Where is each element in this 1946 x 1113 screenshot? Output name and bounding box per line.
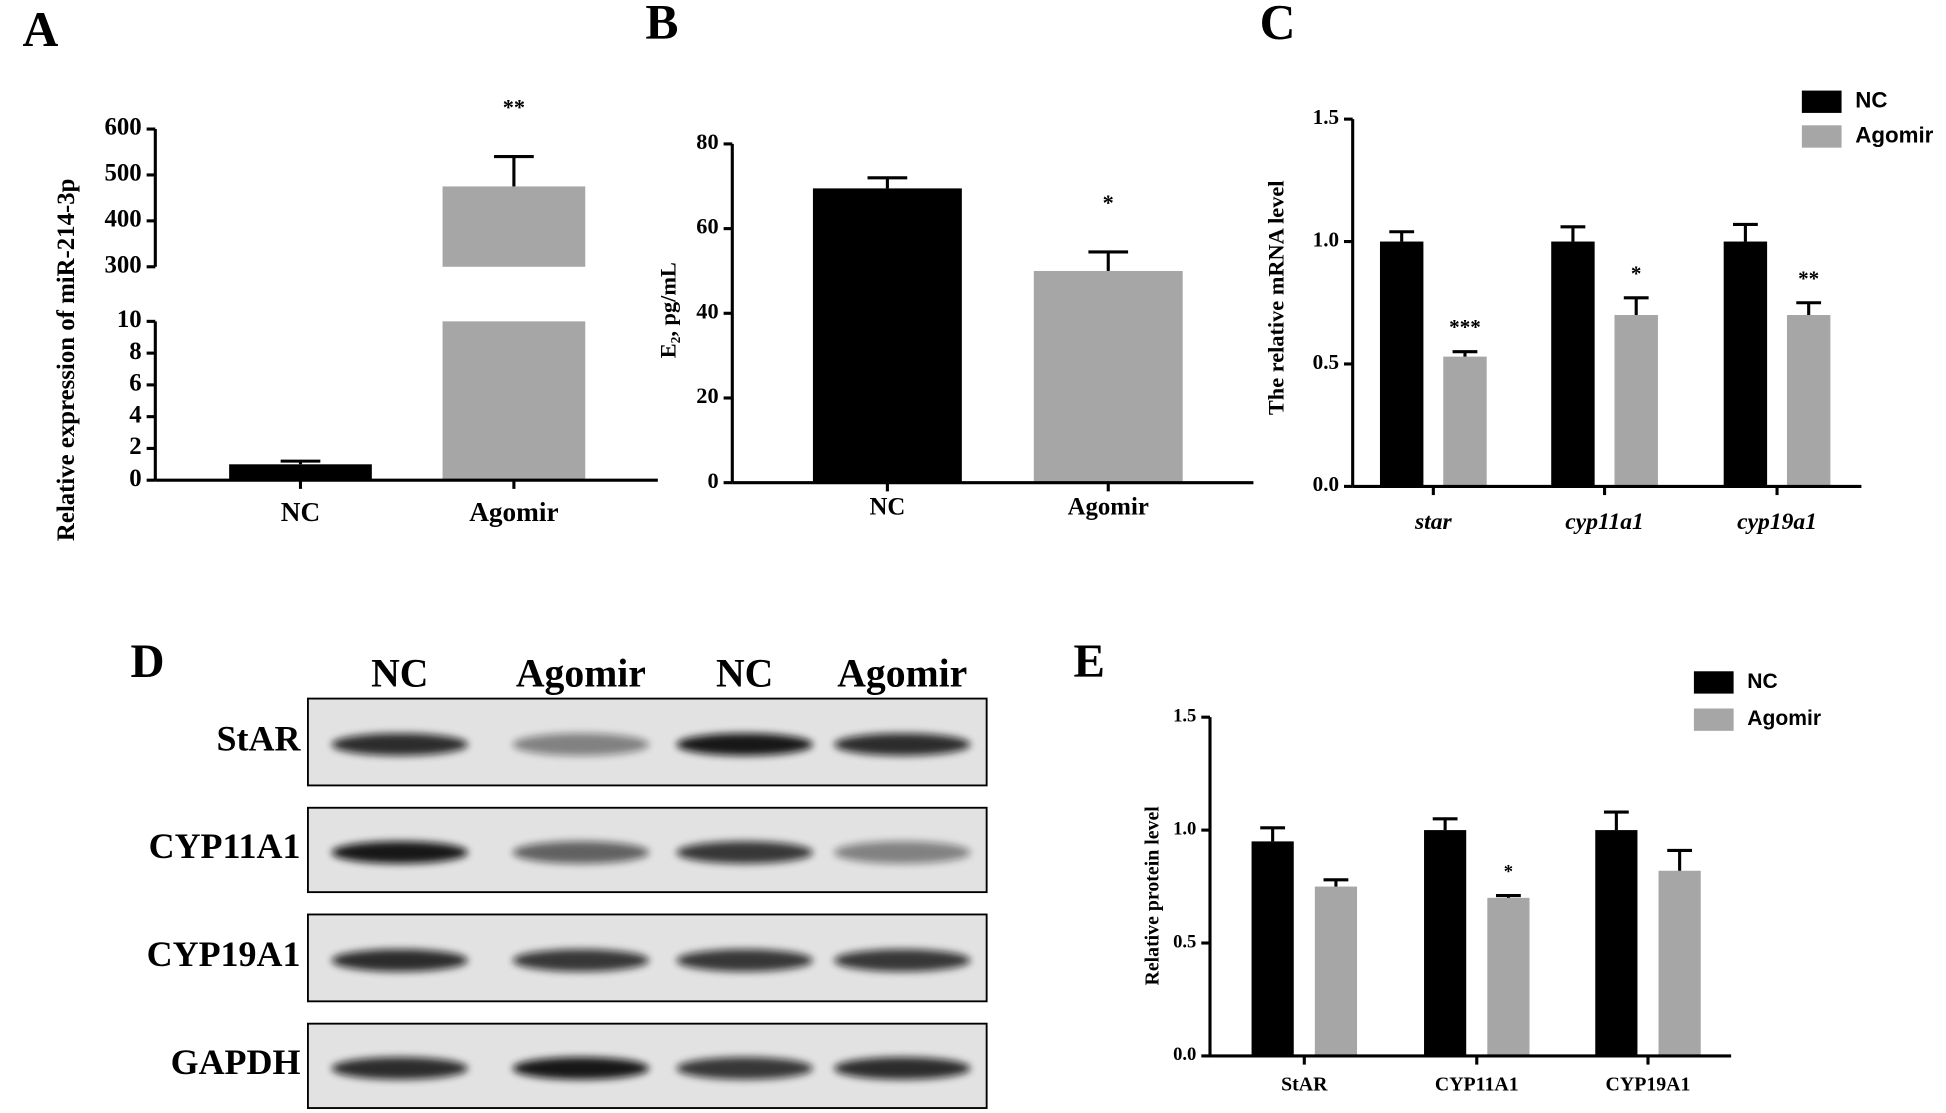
x-tick-label: CYP11A1 — [1435, 1073, 1519, 1095]
lane-label: NC — [371, 652, 428, 696]
bar — [1614, 314, 1658, 487]
x-tick-label: cyp19a1 — [1737, 509, 1817, 535]
y-tick-label: 300 — [104, 251, 141, 278]
protein-label: GAPDH — [171, 1042, 301, 1082]
y-tick-label: 4 — [129, 401, 141, 428]
y-tick-label: 10 — [117, 306, 142, 333]
blot-band — [331, 841, 468, 864]
y-tick-label: 0.5 — [1173, 931, 1196, 952]
significance-label: ** — [1798, 266, 1819, 290]
bar — [1658, 870, 1701, 1056]
significance-label: *** — [1449, 315, 1481, 339]
bar — [1314, 886, 1358, 1056]
legend-swatch — [1693, 708, 1734, 731]
y-tick-label: 0.5 — [1313, 350, 1339, 374]
y-tick-label: 6 — [129, 370, 141, 397]
protein-label: StAR — [217, 718, 302, 758]
lane-label: NC — [716, 652, 773, 696]
protein-label: CYP19A1 — [147, 934, 301, 974]
significance-label: * — [1631, 261, 1642, 285]
bar — [1443, 356, 1487, 487]
legend-label: Agomir — [1747, 707, 1821, 730]
y-tick-label: 0 — [707, 468, 718, 493]
bar — [229, 464, 372, 481]
y-tick-label: 20 — [696, 383, 718, 408]
x-tick-label: Agomir — [469, 497, 558, 527]
y-tick-label: 80 — [696, 129, 718, 154]
blot-band — [331, 733, 468, 756]
bar — [1424, 830, 1467, 1056]
bar — [1251, 841, 1294, 1056]
y-axis-label: Relative protein level — [1142, 806, 1164, 986]
bar-segment — [442, 186, 586, 267]
legend-label: NC — [1747, 670, 1777, 693]
y-tick-label: 8 — [129, 338, 141, 365]
x-tick-label: cyp11a1 — [1565, 509, 1644, 535]
blot-band — [512, 949, 650, 972]
x-tick-label: NC — [281, 497, 320, 527]
bar — [1786, 314, 1831, 487]
x-tick-label: StAR — [1281, 1073, 1328, 1095]
blot-band — [676, 733, 813, 756]
bar — [1551, 241, 1595, 487]
y-tick-label: 1.0 — [1173, 818, 1196, 839]
y-axis-label: E₂, pg/mL — [655, 262, 680, 358]
y-tick-label: 400 — [104, 206, 141, 233]
protein-label: CYP11A1 — [149, 826, 301, 866]
panel-label: C — [1260, 0, 1296, 50]
blot-band — [331, 949, 468, 972]
panel-label: B — [645, 0, 678, 50]
y-tick-label: 0 — [129, 465, 141, 492]
panel-label: A — [23, 2, 59, 57]
y-tick-label: 600 — [104, 114, 141, 141]
x-tick-label: star — [1414, 509, 1452, 535]
blot-band — [834, 1057, 971, 1080]
y-tick-label: 40 — [696, 298, 718, 323]
panel-label: D — [130, 636, 164, 688]
significance-label: * — [1103, 190, 1114, 215]
bar — [1033, 270, 1183, 483]
y-tick-label: 0.0 — [1173, 1044, 1196, 1065]
x-tick-label: NC — [869, 493, 905, 520]
bar — [1595, 830, 1638, 1056]
bar — [1379, 241, 1424, 487]
significance-label: * — [1504, 862, 1513, 883]
bar — [1723, 241, 1768, 487]
blot-band — [676, 949, 813, 972]
y-tick-label: 60 — [696, 214, 718, 239]
y-tick-label: 2 — [129, 433, 141, 460]
y-tick-label: 1.5 — [1313, 105, 1339, 129]
legend-swatch — [1801, 125, 1842, 148]
legend-label: Agomir — [1855, 122, 1933, 147]
legend-swatch — [1693, 671, 1734, 694]
y-tick-label: 1.0 — [1313, 227, 1339, 251]
blot-band — [834, 949, 971, 972]
blot-band — [676, 841, 813, 864]
blot-band — [676, 1057, 813, 1080]
panel-label: E — [1074, 636, 1105, 688]
blot-band — [512, 733, 650, 756]
y-tick-label: 500 — [104, 160, 141, 187]
significance-label: ** — [503, 95, 525, 120]
y-axis-label: The relative mRNA level — [1263, 180, 1288, 415]
blot-band — [834, 841, 971, 864]
blot-band — [834, 733, 971, 756]
legend-swatch — [1801, 90, 1842, 113]
y-tick-label: 0.0 — [1313, 472, 1339, 496]
bar — [812, 188, 962, 483]
y-tick-label: 1.5 — [1173, 705, 1196, 726]
bar — [1487, 897, 1530, 1056]
lane-label: Agomir — [516, 652, 646, 696]
x-tick-label: CYP19A1 — [1606, 1073, 1691, 1095]
blot-band — [512, 841, 650, 864]
x-tick-label: Agomir — [1068, 493, 1149, 520]
blot-band — [331, 1057, 468, 1080]
legend-label: NC — [1855, 88, 1887, 113]
y-axis-label: Relative expression of miR-214-3p — [53, 179, 80, 542]
bar-segment — [442, 321, 586, 481]
lane-label: Agomir — [837, 652, 967, 696]
blot-band — [512, 1057, 650, 1080]
